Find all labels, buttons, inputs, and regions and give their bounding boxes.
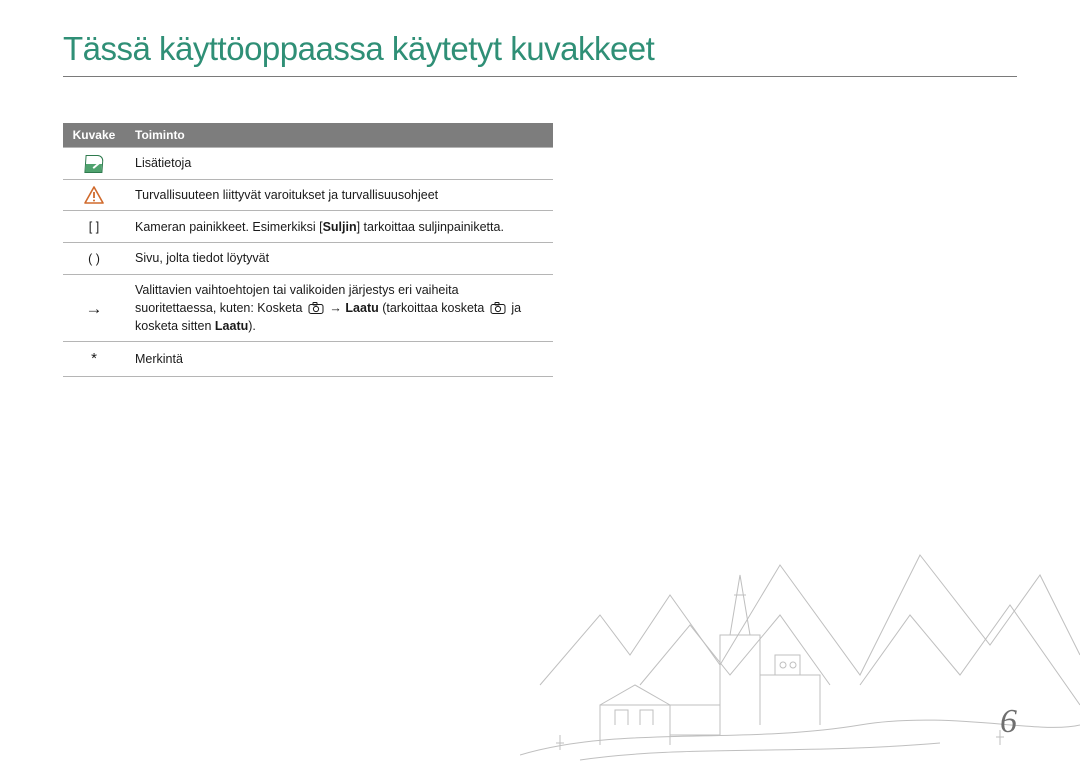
table-header-row: Kuvake Toiminto — [63, 123, 553, 148]
asterisk-icon: * — [91, 348, 97, 370]
title-rule — [63, 76, 1017, 77]
info-icon — [84, 155, 103, 173]
table-row: ( ) Sivu, jolta tiedot löytyvät — [63, 243, 553, 275]
page-title: Tässä käyttöoppaassa käytetyt kuvakkeet — [63, 30, 654, 68]
brackets-icon: [ ] — [89, 218, 99, 236]
row-text: Merkintä — [125, 342, 553, 377]
table-row: [ ] Kameran painikkeet. Esimerkiksi [Sul… — [63, 211, 553, 243]
row-text: Lisätietoja — [125, 148, 553, 180]
page-number: 6 — [1000, 703, 1017, 741]
table-row: Turvallisuuteen liittyvät varoitukset ja… — [63, 179, 553, 211]
arrow-icon: → — [86, 300, 103, 317]
row-text: Valittavien vaihtoehtojen tai valikoiden… — [125, 274, 553, 341]
table-row: Lisätietoja — [63, 148, 553, 180]
camera-icon — [308, 302, 324, 314]
table-row: → Valittavien vaihtoehtojen tai valikoid… — [63, 274, 553, 341]
warning-icon — [84, 186, 104, 204]
background-illustration — [520, 425, 1080, 765]
row-text: Sivu, jolta tiedot löytyvät — [125, 243, 553, 275]
row-text: Kameran painikkeet. Esimerkiksi [Suljin]… — [125, 211, 553, 243]
col-header-func: Toiminto — [125, 123, 553, 148]
parens-icon: ( ) — [88, 250, 100, 268]
table-row: * Merkintä — [63, 342, 553, 377]
icon-legend-table: Kuvake Toiminto Lisätietoja Turvallisuut… — [63, 123, 553, 377]
camera-icon — [490, 302, 506, 314]
col-header-icon: Kuvake — [63, 123, 125, 148]
row-text: Turvallisuuteen liittyvät varoitukset ja… — [125, 179, 553, 211]
